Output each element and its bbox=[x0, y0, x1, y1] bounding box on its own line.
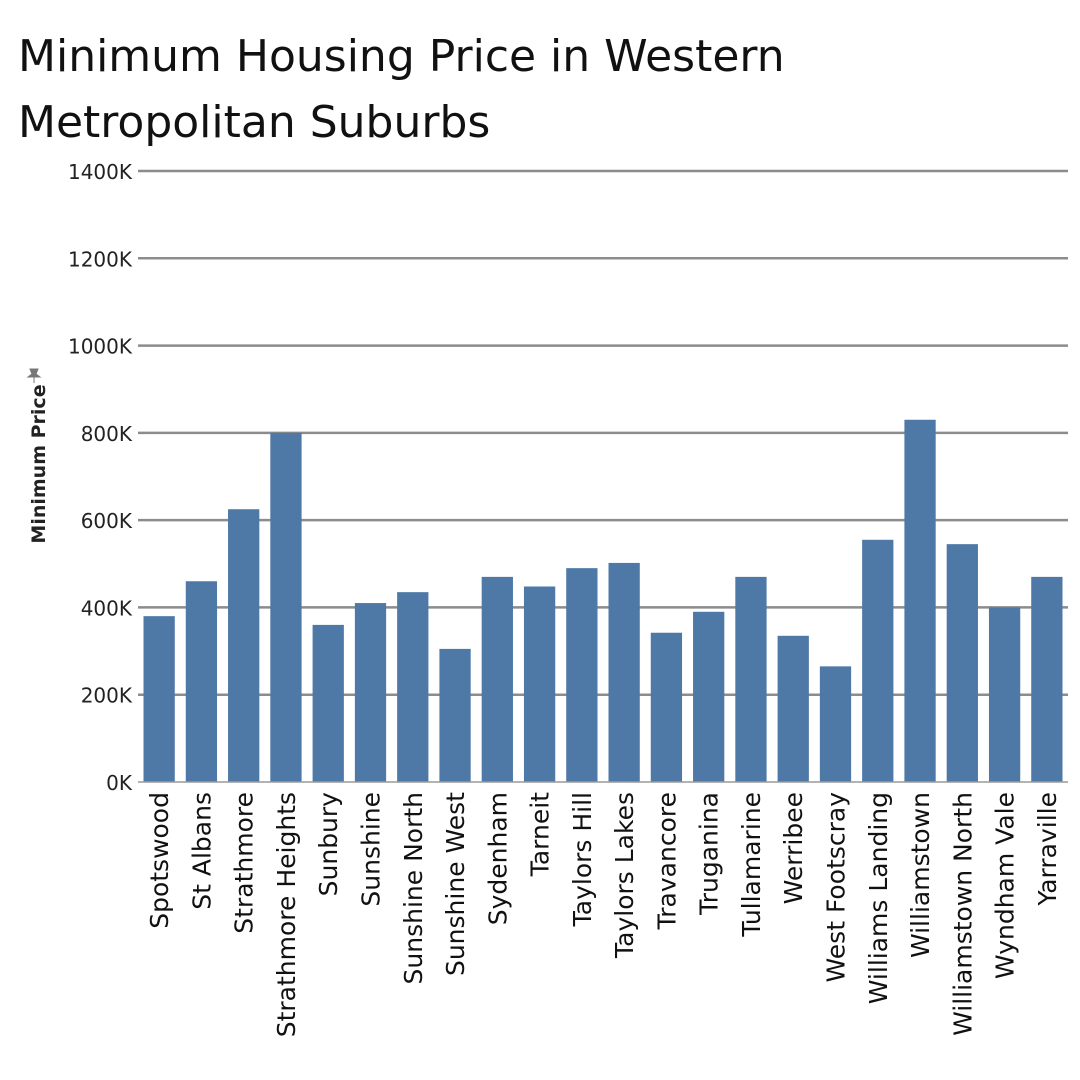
y-tick-label: 400K bbox=[81, 596, 133, 620]
x-tick-label: Williamstown bbox=[906, 792, 935, 958]
x-tick-label: Sunshine North bbox=[399, 792, 428, 984]
bar bbox=[481, 576, 513, 782]
bar bbox=[566, 568, 598, 782]
x-tick-label: Werribee bbox=[779, 792, 808, 904]
y-tick-label: 1000K bbox=[68, 335, 133, 359]
chart-title: Minimum Housing Price in Western Metropo… bbox=[18, 31, 785, 148]
bar bbox=[862, 539, 894, 782]
y-tick-label: 1200K bbox=[68, 247, 133, 271]
bar bbox=[397, 592, 429, 782]
y-tick-labels: 0K 200K 400K 600K 800K 1000K 1200K 1400K bbox=[68, 160, 133, 795]
x-tick-label: Sunshine West bbox=[441, 792, 470, 976]
x-tick-label: Williams Landing bbox=[864, 792, 893, 1004]
bar bbox=[693, 611, 725, 782]
y-tick-label: 1400K bbox=[68, 160, 133, 184]
y-tick-label: 0K bbox=[106, 771, 133, 795]
x-tick-label: Sunshine bbox=[357, 792, 386, 907]
x-tick-label: Strathmore bbox=[230, 792, 259, 934]
x-tick-label: Taylors Hill bbox=[568, 792, 597, 927]
bar bbox=[608, 562, 640, 782]
bar bbox=[1031, 576, 1063, 782]
bar bbox=[819, 666, 852, 782]
x-tick-label: West Footscray bbox=[822, 792, 851, 983]
bar bbox=[439, 648, 471, 782]
bar bbox=[946, 544, 978, 782]
x-tick-label: Tullamarine bbox=[737, 792, 766, 938]
x-tick-label: Wyndham Vale bbox=[991, 792, 1020, 979]
x-tick-label: Spotswood bbox=[145, 792, 174, 929]
x-tick-label: Taylors Lakes bbox=[610, 792, 639, 959]
bar bbox=[988, 607, 1021, 782]
bar bbox=[777, 635, 809, 782]
bar bbox=[228, 509, 260, 782]
bar bbox=[354, 603, 387, 782]
x-tick-labels: Spotswood St Albans Strathmore Strathmore H… bbox=[145, 792, 1062, 1037]
x-tick-label: Williamstown North bbox=[948, 792, 977, 1036]
bar bbox=[904, 419, 936, 782]
x-tick-label: St Albans bbox=[187, 792, 216, 910]
x-tick-label: Truganina bbox=[695, 792, 724, 916]
bar bbox=[185, 581, 218, 782]
bar bbox=[735, 576, 767, 782]
x-tick-label: Tarneit bbox=[526, 792, 555, 877]
bar bbox=[650, 632, 683, 782]
x-tick-label: Strathmore Heights bbox=[272, 792, 301, 1037]
x-tick-label: Sydenham bbox=[483, 792, 512, 925]
y-axis-label: Minimum Price bbox=[28, 384, 50, 543]
x-tick-label: Travancore bbox=[652, 792, 681, 930]
pin-icon bbox=[26, 368, 42, 383]
bar bbox=[270, 432, 302, 782]
bar bbox=[523, 586, 556, 782]
y-tick-label: 200K bbox=[81, 684, 133, 708]
bars bbox=[143, 419, 1063, 782]
y-tick-label: 800K bbox=[81, 422, 133, 446]
x-tick-label: Sunbury bbox=[314, 792, 343, 897]
bar bbox=[143, 616, 175, 782]
y-tick-label: 600K bbox=[81, 509, 133, 533]
x-tick-label: Yarraville bbox=[1033, 792, 1062, 907]
bar bbox=[312, 624, 344, 782]
